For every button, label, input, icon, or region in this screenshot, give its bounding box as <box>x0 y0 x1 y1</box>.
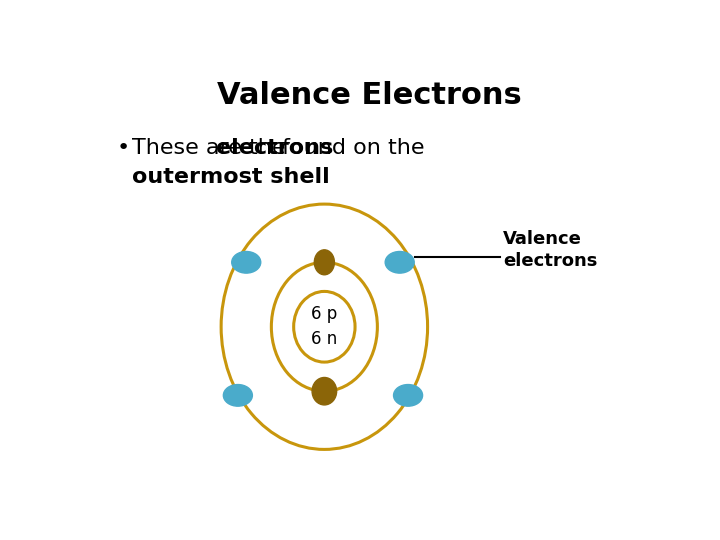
Text: outermost shell: outermost shell <box>132 167 330 187</box>
Ellipse shape <box>294 292 355 362</box>
Text: •: • <box>117 138 130 158</box>
Ellipse shape <box>394 384 423 406</box>
Text: electrons: electrons <box>216 138 333 158</box>
Ellipse shape <box>315 250 334 275</box>
Ellipse shape <box>312 377 337 405</box>
Text: Valence Electrons: Valence Electrons <box>217 82 521 111</box>
Text: Valence
electrons: Valence electrons <box>503 230 598 270</box>
Ellipse shape <box>385 252 414 273</box>
Text: found on the: found on the <box>276 138 425 158</box>
Ellipse shape <box>223 384 253 406</box>
Text: 6 p
6 n: 6 p 6 n <box>311 305 338 348</box>
Ellipse shape <box>232 252 261 273</box>
Text: These are the: These are the <box>132 138 292 158</box>
